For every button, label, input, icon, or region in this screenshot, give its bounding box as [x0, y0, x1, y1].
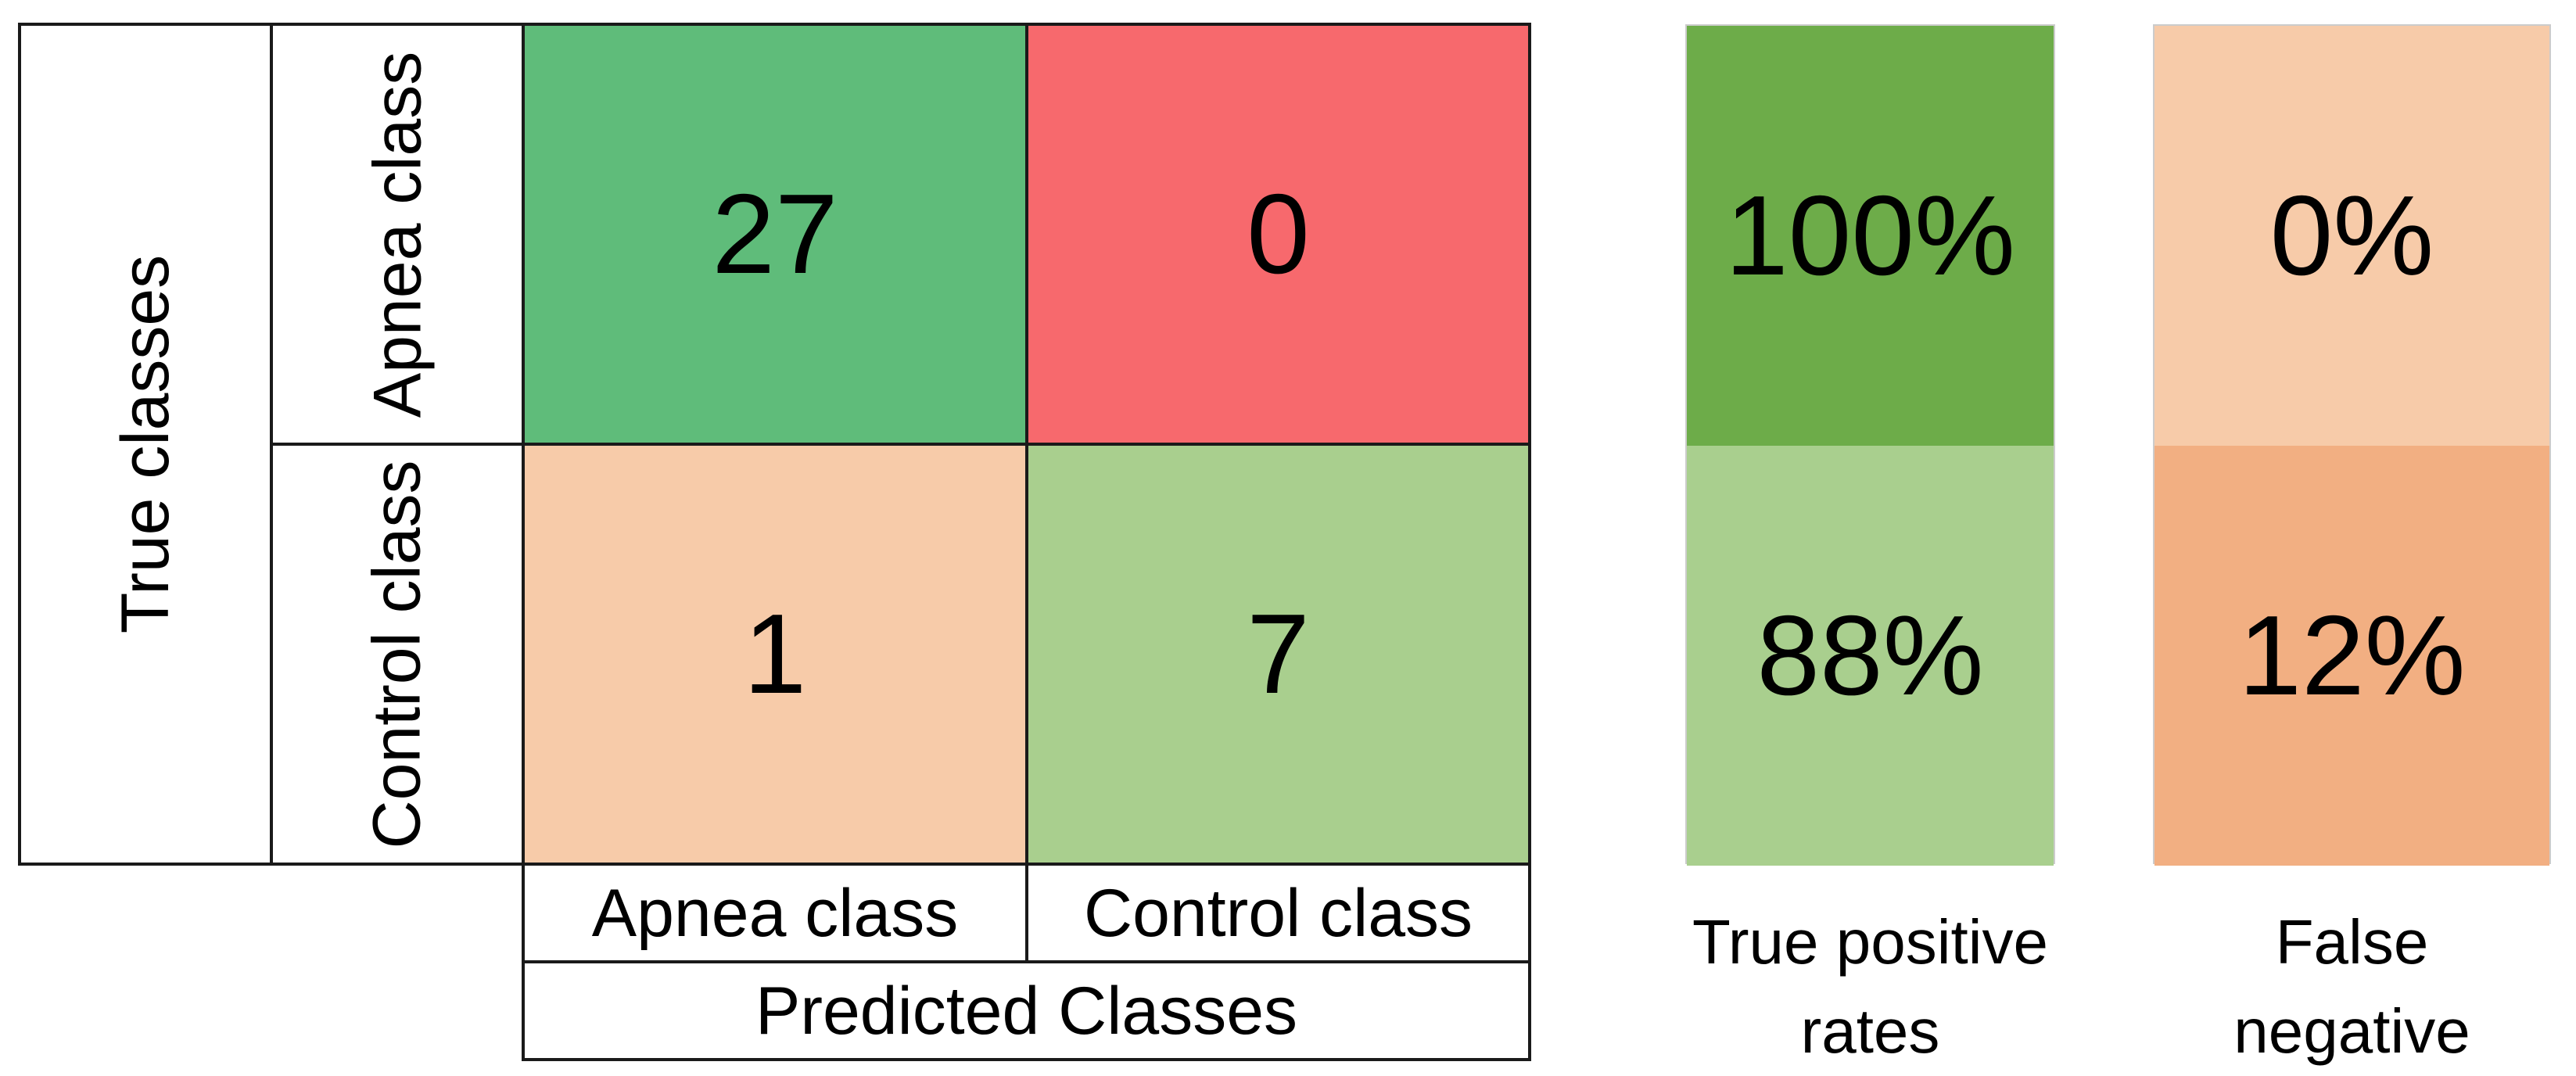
true-positive-rates-column: 100% 88% [1685, 24, 2055, 866]
false-negative-rates-column: 0% 12% [2153, 24, 2551, 866]
matrix-cell-true-control-pred-control: 7 [1027, 444, 1530, 864]
cell-value-fp: 1 [743, 590, 807, 717]
predicted-row-bottom-border [522, 1058, 1531, 1061]
col-label-cell-apnea: Apnea class [523, 864, 1027, 962]
matrix-cell-true-apnea-pred-apnea: 27 [523, 24, 1027, 444]
true-positive-rates-caption: True positive rates [1685, 898, 2055, 1075]
matrix-column-divider [1025, 23, 1028, 963]
tpr-value-apnea: 100% [1725, 172, 2015, 299]
true-classes-axis-label: True classes [108, 254, 184, 634]
table-bottom-border [18, 863, 1531, 866]
fnr-caption-line1: False negative [2233, 907, 2470, 1066]
col-label-cell-control: Control class [1027, 864, 1530, 962]
matrix-cell-true-control-pred-apnea: 1 [523, 444, 1027, 864]
table-top-border [18, 23, 1531, 26]
tpr-caption-line1: True positive [1692, 907, 2048, 977]
tpr-cell-apnea: 100% [1687, 26, 2054, 446]
tpr-caption-line2: rates [1800, 995, 1940, 1066]
predicted-classes-axis-cell: Predicted Classes [523, 962, 1530, 1060]
false-negative-rates-caption: False negative rates [2153, 898, 2551, 1076]
matrix-cell-true-apnea-pred-control: 0 [1027, 24, 1530, 444]
fnr-value-control: 12% [2238, 592, 2466, 719]
tpr-value-control: 88% [1756, 592, 1984, 719]
col-label-apnea: Apnea class [591, 875, 959, 951]
predicted-classes-axis-label: Predicted Classes [755, 973, 1298, 1049]
row-label-apnea: Apnea class [360, 51, 436, 418]
matrix-right-border [1528, 23, 1531, 1061]
table-left-border [18, 23, 21, 866]
true-axis-column-divider [270, 23, 273, 866]
tpr-cell-control: 88% [1687, 446, 2054, 866]
row-label-control: Control class [360, 459, 435, 849]
col-label-control: Control class [1083, 875, 1473, 951]
true-classes-axis-cell: True classes [20, 24, 271, 864]
table-row-divider [270, 443, 1531, 446]
fnr-value-apnea: 0% [2269, 172, 2434, 299]
fnr-cell-apnea: 0% [2154, 26, 2549, 446]
row-label-cell-control: Control class [271, 444, 523, 864]
cell-value-tp: 27 [712, 170, 838, 297]
cell-value-tn: 7 [1247, 590, 1310, 717]
row-label-cell-apnea: Apnea class [271, 24, 523, 444]
fnr-cell-control: 12% [2154, 446, 2549, 866]
matrix-left-border [522, 23, 525, 1061]
cell-value-fn: 0 [1247, 170, 1310, 297]
